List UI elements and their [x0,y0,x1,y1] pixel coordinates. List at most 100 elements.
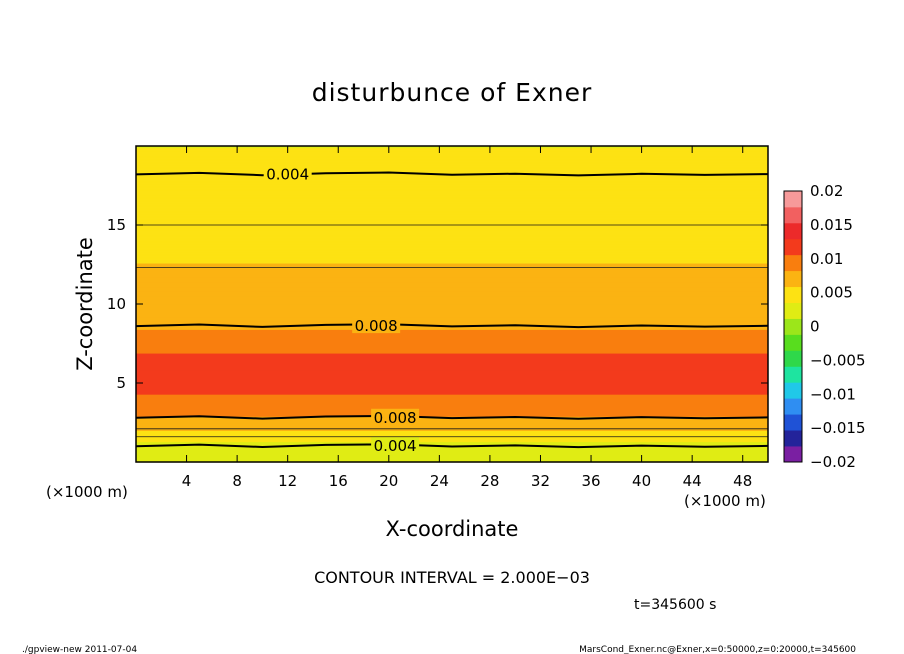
heatmap-cell [136,217,768,220]
heatmap-cell [136,433,768,436]
heatmap-cell [136,286,768,289]
heatmap-cell [136,176,768,179]
heatmap-cell [136,248,768,251]
heatmap-cell [136,278,768,281]
colorbar-label: 0.005 [810,284,853,302]
colorbar-label: 0.02 [810,182,843,200]
heatmap-cell [136,194,768,198]
heatmap-cell [136,299,768,302]
heatmap-cell [136,414,768,417]
colorbar-swatch [784,398,802,415]
heatmap-cell [136,264,768,267]
heatmap-cell [136,389,768,392]
heatmap-cell [136,422,768,425]
heatmap-cell [136,360,768,364]
x-axis-ticks: 4 8 12 16 20 24 28 32 36 40 44 48 [182,146,752,490]
heatmap-cell [136,187,768,190]
heatmap-cell [136,242,768,245]
heatmap-cell [136,379,768,383]
contour-label-bg [371,437,420,454]
heatmap-cell [136,425,768,428]
heatmap-cell [136,152,768,155]
heatmap-cell [136,153,768,157]
heatmap-cell [136,400,768,403]
heatmap-cell [136,365,768,368]
x-tick-label: 36 [581,472,600,490]
heatmap-cell [136,191,768,194]
heatmap-cell [136,179,768,182]
heatmap-cell [136,405,768,408]
heatmap-cell [136,166,768,169]
colorbar-swatch [784,206,802,224]
heatmap-cell [136,157,768,160]
heatmap-cell [136,204,768,207]
heatmap-cell [136,300,768,304]
heatmap-cell [136,352,768,356]
colorbar-label: 0.015 [810,216,853,234]
heatmap-cell [136,220,768,223]
contour-line [135,443,769,449]
heatmap-cell [136,408,768,411]
heatmap-cell [136,294,768,297]
heatmap-cell [136,307,768,310]
heatmap-cell [136,269,768,272]
heatmap-cell [136,193,768,196]
colorbar-label: 0.01 [810,250,843,268]
heatmap-cell [136,288,768,291]
heatmap-cell [136,345,768,348]
heatmap-cell [136,310,768,313]
x-tick-label: 32 [531,472,550,490]
x-tick-label: 12 [278,472,297,490]
heatmap-cell [136,296,768,299]
contour-interval-text: CONTOUR INTERVAL = 2.000E−03 [314,568,590,587]
heatmap-cell [136,443,768,446]
heatmap-cell [136,384,768,387]
heatmap-cell [136,364,768,367]
heatmap-cell [136,411,768,414]
footer-left: ./gpview-new 2011-07-04 [22,645,137,654]
heatmap-cell [136,190,768,193]
heatmap-cell [136,367,768,370]
heatmap-cell [136,164,768,168]
heatmap-cell [136,292,768,296]
heatmap-cell [136,212,768,215]
heatmap-cell [136,452,768,455]
heatmap-cell [136,373,768,376]
heatmap-cell [136,376,768,379]
contour-label-bg [371,408,420,425]
heatmap-cell [136,313,768,316]
heatmap-cell [136,436,768,439]
colorbar-swatch [784,222,802,240]
heatmap-cell [136,225,768,228]
heatmap-cell [136,180,768,183]
heatmap-cell [136,315,768,318]
heatmap-cell [136,149,768,152]
heatmap-cell [136,332,768,335]
heatmap-cell [136,250,768,253]
time-label: t=345600 s [634,597,716,613]
heatmap-cell [136,337,768,340]
heatmap-cell [136,229,768,232]
colorbar-label: −0.015 [810,419,866,437]
heatmap-cell [136,334,768,337]
heatmap-cell [136,261,768,264]
heatmap-cell [136,161,768,164]
heatmap-cell [136,357,768,360]
heatmap-cell [136,168,768,171]
heatmap-cell [136,213,768,217]
heatmap-cell [136,348,768,351]
x-axis-unit: (×1000 m) [684,492,766,510]
heatmap-cell [136,398,768,401]
heatmap-cell [136,147,768,150]
heatmap-cell [136,273,768,277]
heatmap-cell [136,354,768,357]
heatmap-cell [136,226,768,229]
heatmap-cell [136,281,768,285]
heatmap-cell [136,419,768,422]
heatmap-cell [136,297,768,300]
colorbar-swatch [784,446,802,463]
heatmap-cell [136,221,768,225]
heatmap-cell [136,318,768,321]
heatmap-cell [136,272,768,275]
